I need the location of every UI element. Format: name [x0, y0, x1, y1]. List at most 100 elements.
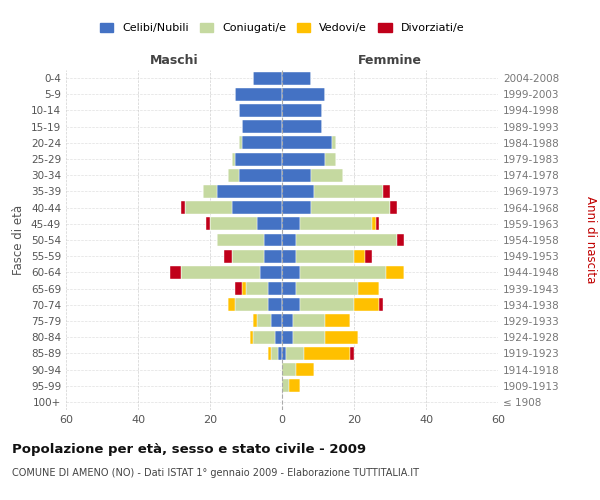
- Bar: [311, 169, 343, 181]
- Text: COMUNE DI AMENO (NO) - Dati ISTAT 1° gennaio 2009 - Elaborazione TUTTITALIA.IT: COMUNE DI AMENO (NO) - Dati ISTAT 1° gen…: [12, 468, 419, 477]
- Bar: [257, 314, 271, 328]
- Bar: [282, 104, 322, 117]
- Bar: [282, 314, 293, 328]
- Bar: [253, 330, 275, 344]
- Bar: [332, 136, 336, 149]
- Bar: [282, 298, 300, 311]
- Bar: [235, 152, 282, 166]
- Bar: [379, 298, 383, 311]
- Bar: [264, 234, 282, 246]
- Bar: [282, 234, 296, 246]
- Bar: [311, 201, 390, 214]
- Bar: [354, 298, 379, 311]
- Bar: [282, 330, 293, 344]
- Bar: [181, 201, 185, 214]
- Text: Popolazione per età, sesso e stato civile - 2009: Popolazione per età, sesso e stato civil…: [12, 442, 366, 456]
- Bar: [397, 234, 404, 246]
- Bar: [268, 347, 271, 360]
- Bar: [383, 185, 390, 198]
- Y-axis label: Fasce di età: Fasce di età: [13, 205, 25, 275]
- Bar: [300, 266, 386, 279]
- Bar: [275, 330, 282, 344]
- Bar: [386, 266, 404, 279]
- Bar: [282, 250, 296, 262]
- Bar: [325, 330, 358, 344]
- Bar: [282, 185, 314, 198]
- Bar: [260, 266, 282, 279]
- Bar: [293, 314, 325, 328]
- Bar: [228, 169, 239, 181]
- Bar: [232, 201, 282, 214]
- Bar: [242, 282, 246, 295]
- Bar: [354, 250, 365, 262]
- Bar: [350, 347, 354, 360]
- Bar: [282, 152, 325, 166]
- Bar: [282, 72, 311, 85]
- Bar: [376, 218, 379, 230]
- Bar: [217, 185, 282, 198]
- Bar: [217, 234, 264, 246]
- Bar: [282, 379, 289, 392]
- Bar: [228, 298, 235, 311]
- Bar: [358, 282, 379, 295]
- Bar: [278, 347, 282, 360]
- Bar: [242, 136, 282, 149]
- Bar: [206, 218, 210, 230]
- Bar: [282, 136, 332, 149]
- Bar: [282, 282, 296, 295]
- Bar: [224, 250, 232, 262]
- Bar: [282, 201, 311, 214]
- Bar: [325, 314, 350, 328]
- Bar: [271, 347, 278, 360]
- Bar: [253, 314, 257, 328]
- Bar: [232, 152, 235, 166]
- Bar: [289, 379, 300, 392]
- Bar: [210, 218, 257, 230]
- Bar: [185, 201, 232, 214]
- Bar: [286, 347, 304, 360]
- Text: Femmine: Femmine: [358, 54, 422, 67]
- Bar: [300, 298, 354, 311]
- Bar: [282, 266, 300, 279]
- Bar: [300, 218, 372, 230]
- Bar: [282, 88, 325, 101]
- Bar: [304, 347, 350, 360]
- Bar: [365, 250, 372, 262]
- Bar: [242, 120, 282, 133]
- Bar: [257, 218, 282, 230]
- Bar: [239, 136, 242, 149]
- Bar: [271, 314, 282, 328]
- Bar: [181, 266, 260, 279]
- Bar: [170, 266, 181, 279]
- Bar: [235, 282, 242, 295]
- Bar: [293, 330, 325, 344]
- Bar: [250, 330, 253, 344]
- Bar: [296, 234, 397, 246]
- Bar: [372, 218, 376, 230]
- Bar: [264, 250, 282, 262]
- Bar: [296, 282, 358, 295]
- Bar: [296, 250, 354, 262]
- Bar: [246, 282, 268, 295]
- Bar: [325, 152, 336, 166]
- Bar: [203, 185, 217, 198]
- Bar: [268, 298, 282, 311]
- Bar: [282, 363, 296, 376]
- Bar: [282, 169, 311, 181]
- Bar: [253, 72, 282, 85]
- Bar: [235, 88, 282, 101]
- Bar: [282, 218, 300, 230]
- Bar: [239, 104, 282, 117]
- Bar: [239, 169, 282, 181]
- Bar: [314, 185, 383, 198]
- Legend: Celibi/Nubili, Coniugati/e, Vedovi/e, Divorziati/e: Celibi/Nubili, Coniugati/e, Vedovi/e, Di…: [100, 23, 464, 34]
- Text: Maschi: Maschi: [149, 54, 199, 67]
- Text: Anni di nascita: Anni di nascita: [584, 196, 597, 284]
- Bar: [232, 250, 264, 262]
- Bar: [268, 282, 282, 295]
- Bar: [235, 298, 268, 311]
- Bar: [282, 347, 286, 360]
- Bar: [282, 120, 322, 133]
- Bar: [296, 363, 314, 376]
- Bar: [390, 201, 397, 214]
